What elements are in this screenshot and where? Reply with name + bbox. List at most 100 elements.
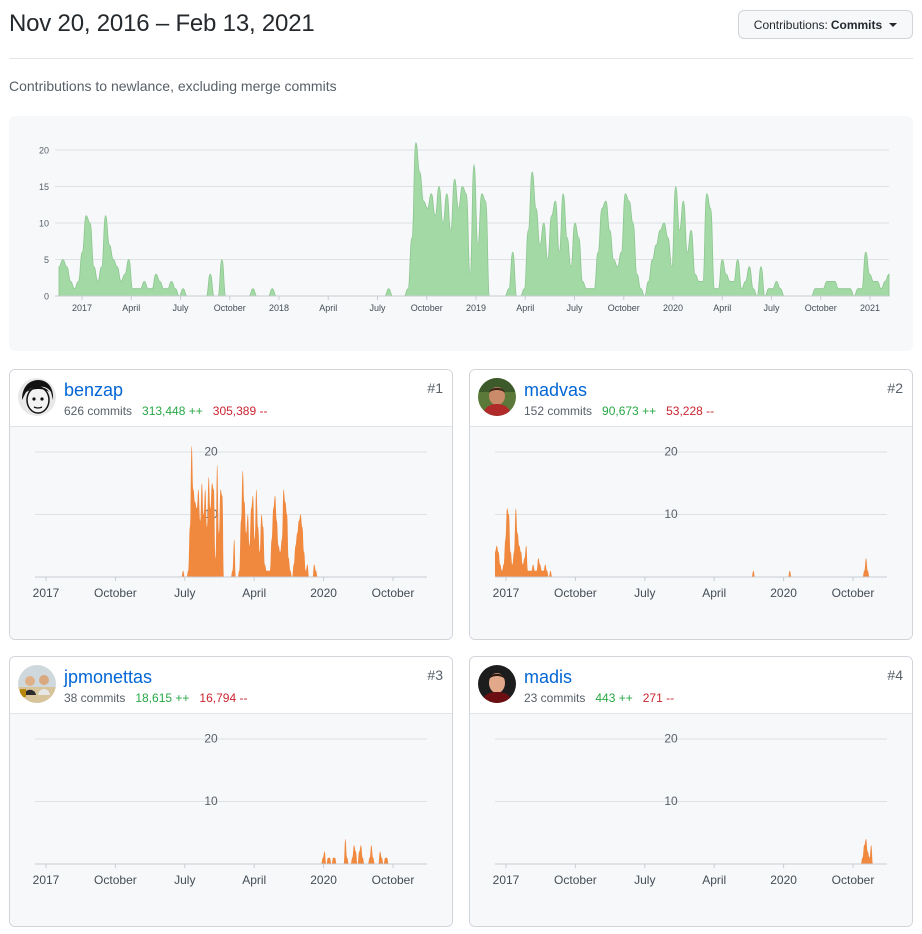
contributor-card: benzap 626 commits 313,448 ++ 305,389 -- #… bbox=[9, 369, 453, 640]
additions-count: 18,615 ++ bbox=[135, 691, 190, 705]
y-tick-label: 20 bbox=[204, 732, 218, 746]
x-tick-label: October bbox=[411, 303, 443, 313]
mini-chart-group: 10 20 2017 October July April 2020 October bbox=[493, 732, 887, 887]
contributor-card-header: madis 23 commits 443 ++ 271 -- #4 bbox=[470, 657, 912, 714]
y-tick-label: 20 bbox=[664, 445, 678, 459]
dropdown-prefix: Contributions: bbox=[753, 17, 828, 32]
y-tick-label: 20 bbox=[664, 732, 678, 746]
dropdown-value: Commits bbox=[830, 17, 883, 32]
x-tick-label: October bbox=[832, 586, 875, 600]
x-tick-label: 2020 bbox=[310, 586, 337, 600]
contributor-rank: #4 bbox=[887, 667, 903, 683]
mini-chart-group: 10 20 2017 October July April 2020 October bbox=[33, 732, 427, 887]
y-tick-label: 10 bbox=[204, 794, 218, 808]
x-tick-label: October bbox=[554, 586, 597, 600]
x-tick-label: April bbox=[122, 303, 140, 313]
y-tick-label: 20 bbox=[39, 146, 49, 156]
avatar-madvas[interactable] bbox=[478, 378, 516, 416]
contributor-card: jpmonettas 38 commits 18,615 ++ 16,794 -- … bbox=[9, 656, 453, 927]
deletions-count: 305,389 -- bbox=[212, 404, 268, 418]
x-tick-label: October bbox=[214, 303, 246, 313]
x-tick-label: October bbox=[372, 873, 415, 887]
x-tick-label: July bbox=[174, 586, 195, 600]
contributor-card-header: jpmonettas 38 commits 18,615 ++ 16,794 -- … bbox=[10, 657, 452, 714]
contributor-stats: 152 commits 90,673 ++ 53,228 -- bbox=[524, 404, 714, 418]
contributor-stats: 626 commits 313,448 ++ 305,389 -- bbox=[64, 404, 267, 418]
x-tick-label: July bbox=[634, 586, 655, 600]
commit-count: 23 commits bbox=[524, 691, 586, 705]
contributor-rank: #2 bbox=[887, 380, 903, 396]
x-tick-label: 2017 bbox=[33, 873, 60, 887]
x-tick-label: April bbox=[242, 873, 266, 887]
contributor-username[interactable]: jpmonettas bbox=[64, 667, 153, 687]
x-tick-label: April bbox=[702, 873, 726, 887]
x-tick-label: April bbox=[319, 303, 337, 313]
x-tick-label: 2021 bbox=[860, 303, 880, 313]
series-area bbox=[495, 839, 873, 864]
x-tick-label: July bbox=[566, 303, 583, 313]
x-tick-label: April bbox=[702, 586, 726, 600]
series-area bbox=[58, 142, 890, 297]
x-tick-label: October bbox=[554, 873, 597, 887]
x-tick-label: 2017 bbox=[493, 586, 520, 600]
contributor-card: madvas 152 commits 90,673 ++ 53,228 -- #2 … bbox=[469, 369, 913, 640]
x-tick-label: 2019 bbox=[466, 303, 486, 313]
y-tick-label: 15 bbox=[39, 182, 49, 192]
contributor-card-header: madvas 152 commits 90,673 ++ 53,228 -- #2 bbox=[470, 370, 912, 427]
contributor-username[interactable]: madis bbox=[524, 667, 573, 687]
avatar-madis[interactable] bbox=[478, 665, 516, 703]
x-tick-label: 2017 bbox=[33, 586, 60, 600]
x-tick-label: July bbox=[172, 303, 189, 313]
deletions-count: 271 -- bbox=[642, 691, 675, 705]
series-area bbox=[495, 508, 873, 577]
contributor-username[interactable]: madvas bbox=[524, 380, 588, 400]
main-chart-svg: 0 5 10 15 20 2017 April July October 2018 April Jul… bbox=[39, 142, 890, 313]
series-area bbox=[35, 445, 413, 577]
contributor-username[interactable]: benzap bbox=[64, 380, 124, 400]
x-tick-label: October bbox=[805, 303, 837, 313]
avatar-benzap[interactable] bbox=[18, 378, 56, 416]
x-tick-label: October bbox=[372, 586, 415, 600]
x-tick-label: April bbox=[242, 586, 266, 600]
x-tick-label: October bbox=[832, 873, 875, 887]
contributor-card-header: benzap 626 commits 313,448 ++ 305,389 -- #… bbox=[10, 370, 452, 427]
x-tick-label: 2017 bbox=[72, 303, 92, 313]
main-contributions-chart[interactable]: 0 5 10 15 20 2017 April July October 2018 April Jul… bbox=[9, 116, 913, 351]
additions-count: 313,448 ++ bbox=[142, 404, 203, 418]
contributor-rank: #1 bbox=[427, 380, 443, 396]
contributor-stats: 23 commits 443 ++ 271 -- bbox=[524, 691, 674, 705]
x-tick-label: October bbox=[608, 303, 640, 313]
contributions-dropdown[interactable]: Contributions: Commits bbox=[738, 10, 913, 39]
y-tick-label: 10 bbox=[39, 219, 49, 229]
deletions-count: 16,794 -- bbox=[199, 691, 248, 705]
x-tick-label: 2020 bbox=[770, 873, 797, 887]
y-tick-label: 0 bbox=[44, 292, 49, 302]
avatar-jpmonettas[interactable] bbox=[18, 665, 56, 703]
x-tick-label: July bbox=[369, 303, 386, 313]
y-tick-label: 20 bbox=[204, 445, 218, 459]
commit-count: 626 commits bbox=[64, 404, 133, 418]
deletions-count: 53,228 -- bbox=[666, 404, 715, 418]
commit-count: 38 commits bbox=[64, 691, 126, 705]
x-tick-label: July bbox=[763, 303, 780, 313]
contributor-rank: #3 bbox=[427, 667, 443, 683]
x-tick-label: 2020 bbox=[310, 873, 337, 887]
contributor-card: madis 23 commits 443 ++ 271 -- #4 10 20 2017… bbox=[469, 656, 913, 927]
divider bbox=[9, 58, 913, 59]
series-area bbox=[35, 839, 413, 864]
x-tick-label: July bbox=[174, 873, 195, 887]
chevron-down-icon bbox=[889, 22, 898, 27]
y-tick-label: 5 bbox=[44, 255, 49, 265]
x-tick-label: 2017 bbox=[493, 873, 520, 887]
additions-count: 443 ++ bbox=[595, 691, 633, 705]
y-tick-label: 10 bbox=[664, 794, 678, 808]
x-tick-label: 2018 bbox=[269, 303, 289, 313]
x-tick-label: April bbox=[516, 303, 534, 313]
